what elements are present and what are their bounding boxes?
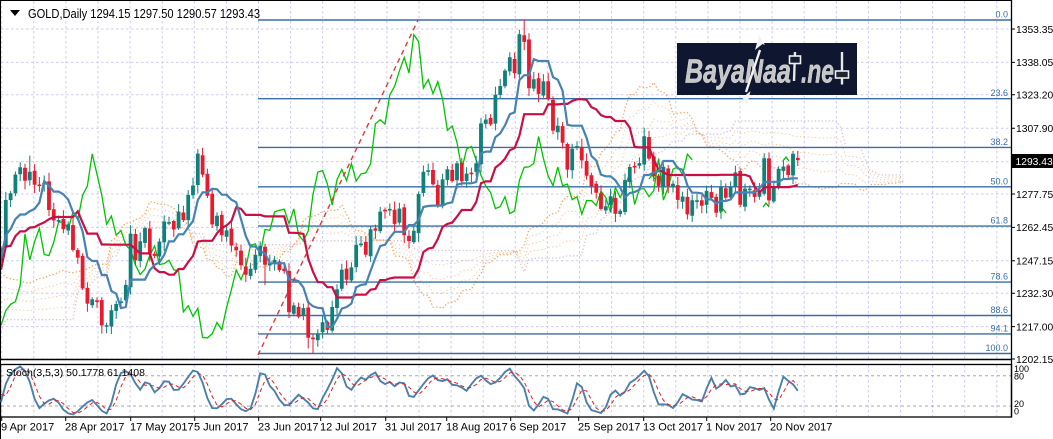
svg-text:6 Sep 2017: 6 Sep 2017	[510, 422, 566, 434]
svg-text:12 Jul 2017: 12 Jul 2017	[320, 422, 377, 434]
svg-text:GOLD,Daily 1294.15 1297.50 12: GOLD,Daily 1294.15 1297.50 1290.57 1293.…	[28, 6, 260, 21]
svg-text:9 Apr 2017: 9 Apr 2017	[1, 422, 54, 434]
svg-text:20: 20	[1014, 399, 1024, 409]
svg-text:1307.90: 1307.90	[1016, 124, 1053, 135]
svg-text:23 Jun 2017: 23 Jun 2017	[258, 422, 319, 434]
svg-text:20 Nov 2017: 20 Nov 2017	[770, 422, 832, 434]
svg-text:1202.15: 1202.15	[1016, 355, 1053, 366]
svg-text:25 Sep 2017: 25 Sep 2017	[578, 422, 640, 434]
svg-text:Stoch(3,5,3) 50.1778 61.1408: Stoch(3,5,3) 50.1778 61.1408	[6, 367, 145, 379]
svg-text:1323.20: 1323.20	[1016, 91, 1053, 102]
svg-text:23.6: 23.6	[990, 88, 1008, 98]
svg-text:78.6: 78.6	[990, 272, 1008, 282]
svg-text:1 Nov 2017: 1 Nov 2017	[706, 422, 762, 434]
svg-text:0.0: 0.0	[995, 10, 1008, 20]
svg-text:50.0: 50.0	[990, 176, 1008, 186]
svg-text:94.1: 94.1	[990, 323, 1008, 333]
svg-text:1247.15: 1247.15	[1016, 257, 1053, 268]
svg-text:0: 0	[1014, 407, 1019, 417]
svg-text:38.2: 38.2	[990, 137, 1008, 147]
svg-text:88.6: 88.6	[990, 305, 1008, 315]
svg-text:5 Jun 2017: 5 Jun 2017	[194, 422, 248, 434]
svg-text:100: 100	[1014, 364, 1029, 374]
svg-text:BayaNaa: BayaNaa	[685, 53, 791, 90]
svg-text:.ne: .ne	[801, 53, 834, 90]
svg-text:31 Jul 2017: 31 Jul 2017	[385, 422, 442, 434]
svg-text:1338.05: 1338.05	[1016, 58, 1053, 69]
svg-text:13 Oct 2017: 13 Oct 2017	[643, 422, 703, 434]
svg-text:28 Apr 2017: 28 Apr 2017	[65, 422, 124, 434]
svg-text:80: 80	[1014, 372, 1024, 382]
svg-text:1262.45: 1262.45	[1016, 223, 1053, 234]
svg-text:1353.35: 1353.35	[1016, 25, 1053, 36]
svg-text:1293.43: 1293.43	[1016, 157, 1053, 168]
svg-text:1217.00: 1217.00	[1016, 322, 1053, 333]
svg-text:61.8: 61.8	[990, 216, 1008, 226]
svg-text:1277.75: 1277.75	[1016, 190, 1053, 201]
svg-text:18 Aug 2017: 18 Aug 2017	[446, 422, 508, 434]
svg-text:1232.30: 1232.30	[1016, 289, 1053, 300]
svg-text:100.0: 100.0	[985, 343, 1008, 353]
svg-text:17 May 2017: 17 May 2017	[130, 422, 194, 434]
